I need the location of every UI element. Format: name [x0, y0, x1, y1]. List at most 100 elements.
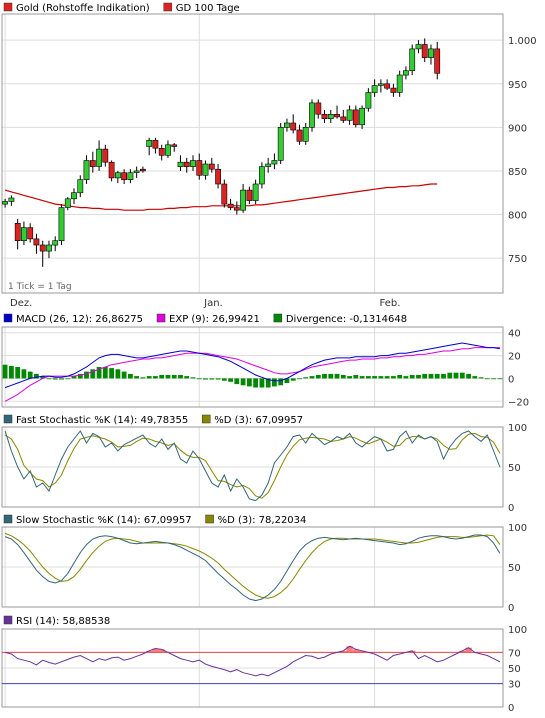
divergence-bar-43: [272, 378, 277, 387]
fast-stoch-k-line: [4, 430, 501, 502]
ytick-label-4-3: 70: [508, 648, 521, 659]
divergence-bar-63: [397, 375, 403, 379]
candle-body-20: [127, 172, 134, 180]
divergence-bar-14: [90, 369, 96, 379]
legend-swatch-1-2: [273, 313, 283, 323]
legend-label-1-1: EXP (9): 26,99421: [169, 314, 260, 325]
divergence-bar-70: [441, 373, 446, 379]
divergence-bar-58: [366, 376, 371, 379]
divergence-bar-48: [303, 377, 309, 379]
candle-body-40: [252, 183, 259, 201]
ytick-label-1-0: −20: [508, 397, 529, 408]
divergence-bar-6: [40, 376, 46, 379]
divergence-bar-30: [190, 377, 196, 379]
candle-body-58: [365, 92, 372, 109]
candle-body-2: [14, 223, 21, 242]
candle-body-5: [33, 238, 40, 246]
candle-body-62: [390, 87, 397, 93]
candle-body-12: [77, 179, 84, 194]
slow-stoch-k-line: [4, 534, 501, 602]
divergence-bar-78: [491, 378, 496, 380]
divergence-bar-28: [178, 375, 183, 379]
legend-swatch-2-1: [202, 414, 211, 424]
candle-body-27: [171, 144, 178, 147]
candle-body-3: [20, 227, 27, 242]
candle-body-7: [46, 244, 52, 252]
candle-body-30: [190, 160, 196, 167]
legend-label-3-0: Slow Stochastic %K (14): 67,09957: [16, 515, 192, 526]
candle-body-41: [258, 166, 265, 185]
candle-body-57: [359, 107, 365, 126]
panel-frame-2: [1, 426, 504, 508]
legend-label-2-1: %D (3): 67,09957: [214, 415, 303, 426]
panel-frame-0: [1, 13, 504, 294]
divergence-bar-2: [15, 367, 21, 379]
slow-stoch-d-line: [4, 532, 501, 599]
legend-swatch-3-0: [3, 514, 13, 524]
legend-label-4-0: RSI (14): 58,88538: [16, 616, 110, 627]
divergence-bar-62: [391, 376, 396, 379]
legend-label-1-0: MACD (26, 12): 26,86275: [16, 314, 143, 325]
rsi-overbought-fill-24: [152, 648, 159, 653]
divergence-bar-23: [146, 376, 152, 379]
candle-body-29: [183, 161, 190, 167]
candle-body-38: [240, 189, 246, 211]
divergence-bar-73: [459, 372, 465, 379]
divergence-bar-77: [484, 378, 490, 380]
divergence-bar-40: [253, 378, 258, 388]
divergence-bar-53: [334, 373, 340, 379]
divergence-bar-27: [171, 375, 177, 379]
divergence-bar-59: [372, 376, 377, 379]
divergence-bar-42: [265, 378, 271, 388]
divergence-bar-50: [315, 375, 321, 379]
candle-body-34: [215, 168, 221, 185]
divergence-bar-0: [2, 364, 8, 379]
candle-body-26: [165, 144, 171, 156]
divergence-bar-72: [453, 372, 459, 379]
candle-body-46: [290, 122, 297, 131]
legend-swatch-3-1: [205, 514, 214, 524]
divergence-bar-8: [52, 378, 58, 380]
candle-body-15: [96, 148, 102, 167]
divergence-bar-16: [102, 367, 108, 379]
candle-body-68: [428, 48, 434, 58]
ytick-label-2-0: 0: [508, 503, 514, 514]
xtick-label-1: Jan.: [203, 298, 223, 309]
candle-body-49: [309, 102, 315, 128]
candle-body-35: [221, 183, 228, 205]
candle-body-69: [434, 48, 441, 74]
macd-line: [4, 342, 500, 389]
divergence-bar-4: [27, 371, 33, 379]
divergence-bar-5: [34, 373, 39, 379]
divergence-bar-75: [472, 376, 478, 379]
candle-body-45: [283, 122, 290, 128]
divergence-bar-60: [378, 376, 384, 379]
rsi-overbought-fill-56: [352, 649, 359, 653]
candle-body-10: [64, 198, 71, 208]
ytick-label-1-2: 20: [508, 352, 521, 363]
divergence-bar-10: [65, 378, 71, 380]
divergence-bar-69: [434, 373, 440, 379]
legend-swatch-2-0: [3, 414, 13, 424]
panel-frame-3: [1, 526, 504, 608]
divergence-bar-35: [221, 378, 227, 381]
candle-body-14: [89, 160, 96, 167]
ytick-label-1-1: 0: [508, 374, 514, 385]
divergence-bar-65: [409, 375, 415, 379]
candle-body-32: [202, 163, 209, 176]
candle-body-21: [133, 170, 140, 173]
candle-body-36: [227, 203, 234, 208]
divergence-bar-45: [284, 378, 290, 383]
ytick-label-0-4: 950: [508, 80, 527, 91]
divergence-bar-18: [115, 369, 121, 379]
candle-body-47: [296, 129, 303, 142]
xtick-label-2: Feb.: [379, 298, 400, 309]
ytick-label-2-1: 50: [508, 463, 521, 474]
divergence-bar-9: [59, 378, 64, 380]
ma100-line: [4, 183, 438, 211]
legend-swatch-0-0: [3, 2, 13, 12]
ytick-label-4-4: 100: [508, 625, 527, 636]
candle-body-43: [271, 160, 278, 165]
divergence-bar-13: [84, 371, 89, 379]
